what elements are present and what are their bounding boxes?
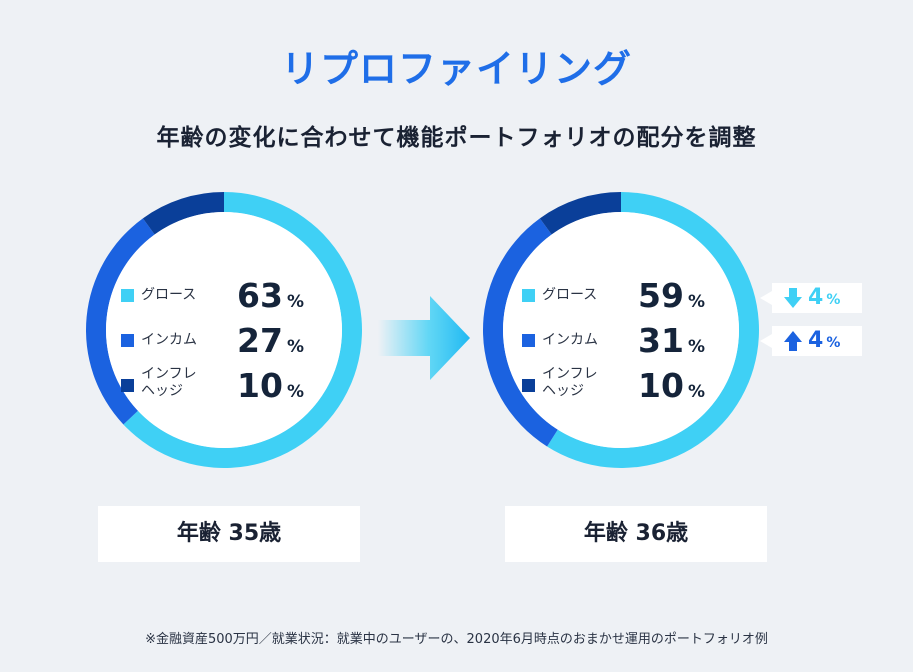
legend-label-growth: グロース xyxy=(542,287,598,303)
legend-item-inflation-hedge: インフレ ヘッジ 10% xyxy=(121,366,341,406)
legend-label-hedge-line2: ヘッジ xyxy=(542,383,584,399)
value-growth-number: 59 xyxy=(638,276,684,315)
value-income: 31% xyxy=(638,321,705,360)
value-hedge-number: 10 xyxy=(638,366,684,405)
value-hedge-number: 10 xyxy=(237,366,283,405)
legend-item-inflation-hedge: インフレ ヘッジ 10% xyxy=(522,366,742,406)
legend-label-inflation-hedge: インフレ ヘッジ xyxy=(141,366,197,400)
arrow-up-icon xyxy=(784,331,802,351)
change-value-income: 4% xyxy=(808,328,840,353)
donut-center xyxy=(503,212,739,448)
change-badge-income: 4% xyxy=(760,326,862,356)
change-value-growth: 4% xyxy=(808,285,840,310)
value-income-unit: % xyxy=(286,337,304,357)
age-label-35: 年齢 35歳 xyxy=(98,506,360,562)
swatch-growth xyxy=(121,289,134,302)
value-growth: 59% xyxy=(638,276,705,315)
change-income-unit: % xyxy=(826,335,841,351)
donut-chart-age-35 xyxy=(86,192,362,468)
value-growth: 63% xyxy=(237,276,304,315)
donut-slice-inflation-hedge xyxy=(539,192,621,235)
donut-chart-age-36 xyxy=(483,192,759,468)
change-income-number: 4 xyxy=(808,328,824,353)
value-hedge-unit: % xyxy=(286,382,304,402)
swatch-inflation-hedge xyxy=(121,379,134,392)
legend-label-hedge-line2: ヘッジ xyxy=(141,383,183,399)
legend-item-income: インカム 27% xyxy=(121,321,341,361)
donut-slice-income xyxy=(86,218,155,425)
donut-slice-inflation-hedge xyxy=(142,192,224,235)
change-growth-unit: % xyxy=(826,292,841,308)
page-subtitle: 年齢の変化に合わせて機能ポートフォリオの配分を調整 xyxy=(156,125,757,151)
swatch-income xyxy=(522,334,535,347)
legend-item-growth: グロース 63% xyxy=(121,276,341,316)
value-inflation-hedge: 10% xyxy=(237,366,304,405)
value-income: 27% xyxy=(237,321,304,360)
legend-item-income: インカム 31% xyxy=(522,321,742,361)
donut-center xyxy=(106,212,342,448)
footnote: ※金融資産500万円／就業状況：就業中のユーザーの、2020年6月時点のおまかせ… xyxy=(145,632,768,647)
arrow-down-icon xyxy=(784,288,802,308)
donut-slice-growth xyxy=(123,192,362,468)
donut-slice-income xyxy=(483,218,558,447)
legend-label-hedge-line1: インフレ xyxy=(542,366,598,382)
value-income-unit: % xyxy=(687,337,705,357)
swatch-inflation-hedge xyxy=(522,379,535,392)
legend-label-income: インカム xyxy=(141,332,197,348)
value-income-number: 27 xyxy=(237,321,283,360)
change-badge-growth: 4% xyxy=(760,283,862,313)
value-growth-unit: % xyxy=(286,292,304,312)
page-title: リプロファイリング xyxy=(280,47,632,91)
legend-label-growth: グロース xyxy=(141,287,197,303)
badge-pointer xyxy=(760,291,772,305)
change-growth-number: 4 xyxy=(808,285,824,310)
age-label-36: 年齢 36歳 xyxy=(505,506,767,562)
swatch-growth xyxy=(522,289,535,302)
legend-label-hedge-line1: インフレ xyxy=(141,366,197,382)
value-hedge-unit: % xyxy=(687,382,705,402)
legend-label-income: インカム xyxy=(542,332,598,348)
badge-pointer xyxy=(760,334,772,348)
value-growth-number: 63 xyxy=(237,276,283,315)
value-growth-unit: % xyxy=(687,292,705,312)
donut-slice-growth xyxy=(547,192,759,468)
arrow-right-icon xyxy=(378,296,470,380)
value-inflation-hedge: 10% xyxy=(638,366,705,405)
value-income-number: 31 xyxy=(638,321,684,360)
legend-label-inflation-hedge: インフレ ヘッジ xyxy=(542,366,598,400)
swatch-income xyxy=(121,334,134,347)
legend-item-growth: グロース 59% xyxy=(522,276,742,316)
